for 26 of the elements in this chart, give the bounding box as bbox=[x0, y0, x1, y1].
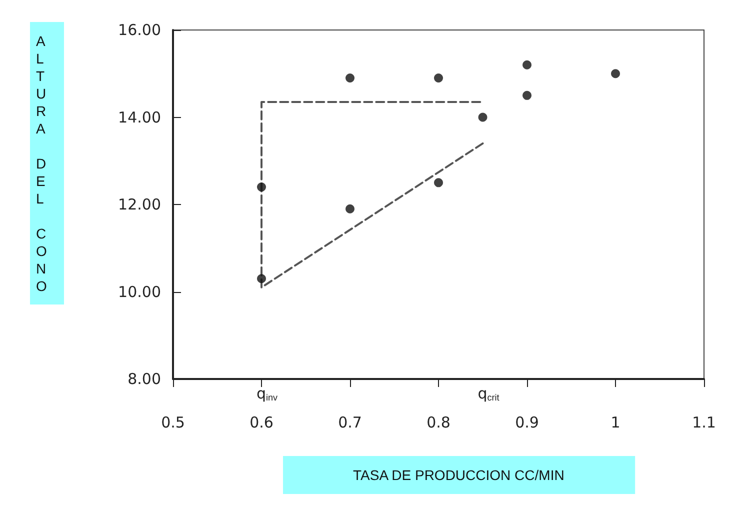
point bbox=[257, 182, 266, 192]
point bbox=[346, 204, 354, 214]
point bbox=[346, 73, 354, 82]
y-tick-label: 16.00 bbox=[118, 21, 161, 39]
y-tick-label: 10.00 bbox=[118, 282, 161, 301]
point bbox=[257, 274, 266, 284]
text: qinv bbox=[256, 384, 278, 402]
x-tick-label: 0.9 bbox=[515, 414, 539, 432]
y-tick-label: 8.00 bbox=[128, 370, 161, 388]
x-tick-label: 0.6 bbox=[250, 414, 274, 432]
x-tick-label: 1 bbox=[610, 414, 620, 432]
x-axis-title: TASA DE PRODUCCION CC/MIN bbox=[353, 467, 564, 483]
point bbox=[434, 73, 443, 82]
x-tick-label: 1.1 bbox=[692, 414, 716, 432]
point bbox=[522, 60, 532, 70]
point bbox=[434, 178, 443, 188]
point bbox=[611, 69, 620, 78]
y-tick-label: 14.00 bbox=[118, 108, 161, 126]
text: qcrit bbox=[478, 384, 500, 402]
x-tick-label: 0.8 bbox=[426, 414, 450, 432]
point bbox=[522, 90, 532, 100]
x-tick-label: 0.7 bbox=[338, 414, 362, 432]
point bbox=[478, 112, 488, 122]
text: ALTURA DEL CONO bbox=[36, 32, 47, 294]
y-tick-label: 12.00 bbox=[118, 196, 161, 214]
x-tick-label: 0.5 bbox=[161, 414, 185, 432]
